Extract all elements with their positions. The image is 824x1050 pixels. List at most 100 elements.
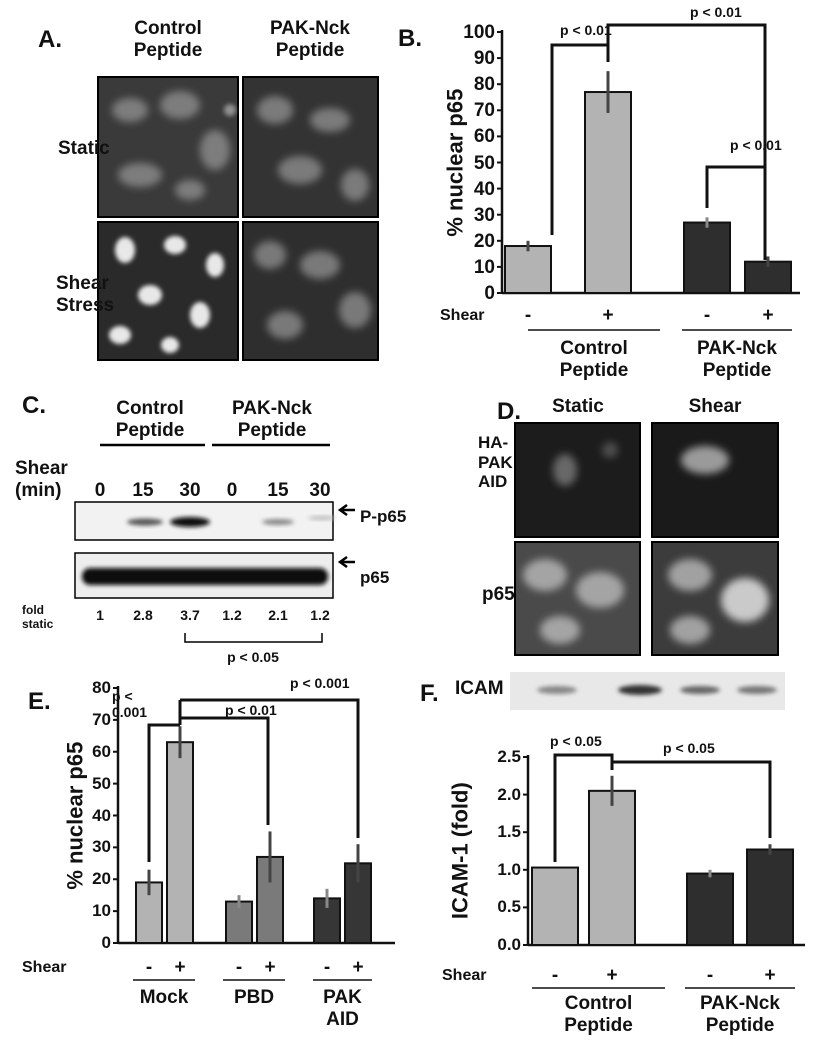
x-tick-label: +: [762, 305, 774, 326]
p-value: p < 0.01: [225, 702, 277, 718]
x-tick-label: +: [764, 965, 776, 986]
y-tick-label: 1.5: [497, 822, 521, 842]
y-tick-label: 70: [473, 100, 495, 122]
group-label: PAK-Nck Peptide: [697, 338, 777, 381]
panel-label: D.: [497, 398, 521, 425]
y-tick-label: 50: [92, 773, 111, 793]
bar: [683, 221, 731, 294]
y-tick-label: 0: [101, 933, 111, 952]
y-tick-label: 2.0: [497, 784, 521, 804]
y-tick-label: 90: [473, 48, 495, 70]
column-header: Shear: [688, 396, 742, 417]
p-value: p < 0.01: [560, 22, 612, 38]
blot-label: ICAM: [455, 678, 504, 699]
group-label: PBD: [233, 987, 275, 1008]
brackets: [147, 23, 772, 862]
time-label: 0: [226, 480, 238, 501]
column-header: PAK-Nck Peptide: [270, 18, 350, 61]
x-axis-label: Shear: [442, 967, 487, 984]
y-axis-label: % nuclear p65: [442, 88, 468, 237]
y-tick-label: 30: [473, 204, 495, 226]
y-tick-label: 80: [92, 678, 111, 697]
blots-c: [74, 443, 355, 643]
fold-value: 1.2: [310, 607, 330, 623]
x-tick-label: +: [264, 957, 276, 978]
fold-value: 3.7: [180, 607, 200, 623]
fold-label: fold static: [22, 603, 54, 631]
y-tick-label: 40: [473, 178, 495, 200]
p-value: p < 0.001: [290, 675, 350, 691]
row-label: p65: [482, 584, 515, 605]
y-tick-label: 0.5: [497, 897, 521, 917]
fold-value: 1: [96, 607, 104, 623]
panel-label: A.: [38, 26, 62, 53]
row-label: Shear Stress: [56, 273, 115, 316]
group-label: PAK-Nck Peptide: [232, 398, 312, 441]
p-value: p < 0.01: [690, 4, 742, 20]
panel-label: B.: [398, 25, 422, 52]
y-tick-label: 20: [473, 230, 495, 252]
band-label: P-p65: [360, 507, 407, 526]
y-tick-label: 20: [92, 869, 111, 889]
bar: [584, 91, 632, 294]
group-label: Control Peptide: [564, 993, 633, 1036]
p-value: p < 0.05: [227, 649, 279, 665]
bar: [166, 741, 194, 944]
x-axis-label: Shear: [440, 307, 485, 324]
y-tick-label: 100: [463, 22, 495, 43]
x-tick-label: +: [606, 965, 618, 986]
x-tick-label: -: [145, 957, 153, 978]
group-label: Mock: [139, 987, 189, 1008]
fold-value: 2.8: [133, 607, 153, 623]
bar: [746, 848, 794, 946]
y-tick-label: 1.0: [497, 859, 521, 879]
x-tick-label: -: [703, 305, 711, 326]
bar: [504, 245, 552, 295]
group-label: Control Peptide: [559, 338, 629, 381]
y-tick-label: 70: [92, 709, 111, 729]
p-value: p < 0.05: [550, 733, 602, 749]
time-label: 15: [132, 480, 154, 501]
panel-label: E.: [28, 688, 51, 715]
time-label: 30: [179, 480, 201, 501]
group-label: Control Peptide: [115, 398, 185, 441]
p-value: p < 0.05: [663, 740, 715, 756]
y-tick-label: 2.5: [497, 747, 521, 766]
nuclei-a: [109, 104, 236, 353]
x-tick-label: +: [352, 957, 364, 978]
bar: [588, 789, 636, 947]
y-tick-label: 60: [473, 126, 495, 148]
column-header: Static: [552, 396, 604, 417]
x-tick-label: -: [323, 957, 331, 978]
time-label: 15: [267, 480, 289, 501]
x-tick-label: -: [551, 965, 559, 986]
x-tick-label: +: [602, 305, 614, 326]
time-label: 0: [94, 480, 106, 501]
x-tick-label: -: [235, 957, 243, 978]
y-tick-label: 50: [473, 152, 495, 174]
x-tick-label: +: [174, 957, 186, 978]
cells-d: [523, 442, 769, 644]
time-label: 30: [309, 480, 331, 501]
x-tick-label: -: [706, 965, 714, 986]
row-label: HA-PAK AID: [478, 433, 513, 492]
p-value: p < 0.001: [112, 688, 148, 721]
y-tick-label: 40: [92, 805, 111, 825]
shear-label: Shear (min): [15, 458, 68, 501]
band-label: p65: [360, 568, 390, 587]
blot-f: [510, 672, 785, 710]
y-tick-label: 10: [92, 901, 111, 921]
y-axis-label: ICAM-1 (fold): [447, 782, 473, 920]
bar: [531, 866, 579, 947]
x-tick-label: -: [524, 305, 532, 326]
cells-a: [112, 91, 371, 339]
x-axis-label: Shear: [22, 959, 67, 976]
y-tick-label: 80: [473, 74, 495, 96]
y-tick-label: 10: [473, 256, 495, 278]
y-tick-label: 60: [92, 741, 111, 761]
bar: [686, 872, 734, 946]
group-label: PAK AID: [323, 987, 362, 1030]
group-label: PAK-Nck Peptide: [700, 993, 780, 1036]
